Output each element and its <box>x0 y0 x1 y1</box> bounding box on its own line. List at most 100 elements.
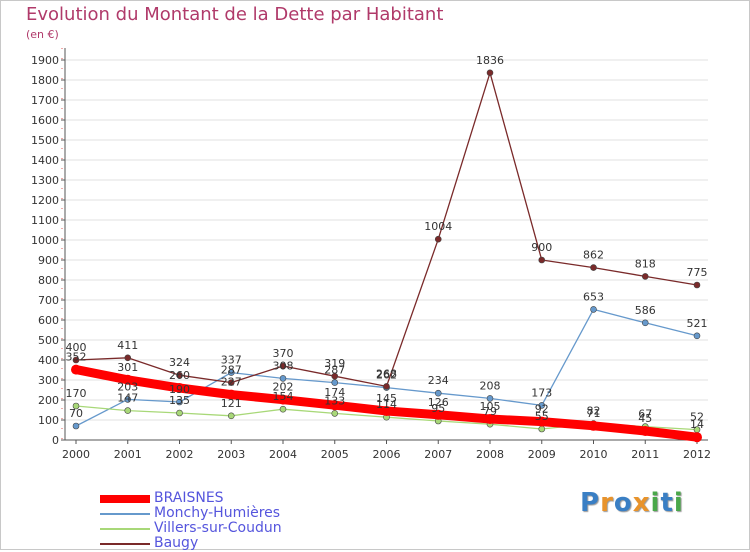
data-point <box>590 264 597 271</box>
y-tick-label: 200 <box>38 394 59 407</box>
data-point <box>434 389 442 397</box>
data-point <box>383 383 390 390</box>
legend-label: Villers-sur-Coudun <box>154 520 282 536</box>
y-tick-label: 0 <box>52 434 59 447</box>
y-tick-label: 800 <box>38 274 59 287</box>
data-label: 352 <box>66 351 87 364</box>
data-label: 260 <box>169 369 190 382</box>
data-label: 287 <box>324 364 345 377</box>
data-point <box>174 383 185 393</box>
data-label: 145 <box>376 392 397 405</box>
data-label: 862 <box>583 249 604 262</box>
y-tick-label: 100 <box>38 414 59 427</box>
data-point <box>71 364 81 375</box>
x-tick-label: 2012 <box>683 448 711 461</box>
legend-label: Monchy-Humières <box>154 505 281 521</box>
data-label: 411 <box>117 339 138 352</box>
data-label: 268 <box>376 367 397 380</box>
legend-label: BRAISNES <box>154 490 224 506</box>
data-label: 14 <box>690 418 704 431</box>
data-point <box>72 422 80 430</box>
data-point <box>692 432 702 443</box>
data-label: 400 <box>66 341 87 354</box>
data-label: 92 <box>535 403 549 416</box>
data-point <box>227 379 235 386</box>
data-point <box>176 409 183 417</box>
data-point <box>122 374 133 385</box>
data-label: 653 <box>583 290 604 303</box>
data-point <box>331 379 339 386</box>
y-tick-label: 500 <box>38 334 59 347</box>
data-point <box>279 362 287 370</box>
data-point <box>279 405 287 413</box>
data-label: 105 <box>480 400 501 413</box>
y-tick-label: 1300 <box>31 174 59 187</box>
y-tick-label: 1200 <box>31 194 59 207</box>
y-tick-label: 1400 <box>31 154 59 167</box>
data-point <box>588 420 599 431</box>
data-point <box>124 354 132 362</box>
data-label: 170 <box>66 387 87 400</box>
data-point <box>434 235 442 243</box>
data-label: 1836 <box>476 54 504 67</box>
x-tick-label: 2010 <box>580 448 608 461</box>
data-point <box>72 356 80 364</box>
legend-swatch <box>100 528 150 530</box>
data-label: 208 <box>480 379 501 392</box>
x-tick-label: 2009 <box>528 448 556 461</box>
x-tick-label: 2008 <box>476 448 504 461</box>
y-tick-label: 300 <box>38 374 59 387</box>
data-point <box>641 319 649 327</box>
data-label: 818 <box>635 257 656 270</box>
data-point <box>227 412 235 420</box>
legend-swatch <box>100 495 150 503</box>
y-tick-label: 1600 <box>31 114 59 127</box>
y-tick-label: 900 <box>38 254 59 267</box>
data-point <box>278 394 288 405</box>
data-point <box>279 375 287 382</box>
data-point <box>433 409 444 420</box>
data-point <box>176 398 183 406</box>
data-point <box>485 414 495 424</box>
y-tick-label: 700 <box>38 294 59 307</box>
data-label: 586 <box>635 304 656 317</box>
data-label: 1004 <box>424 220 452 233</box>
y-tick-label: 400 <box>38 354 59 367</box>
data-point <box>693 332 701 340</box>
data-point <box>226 389 237 400</box>
data-label: 521 <box>687 317 708 330</box>
data-point <box>331 372 339 380</box>
x-tick-label: 2001 <box>114 448 142 461</box>
data-label: 135 <box>169 394 190 407</box>
data-point <box>227 369 235 376</box>
data-label: 95 <box>431 402 445 415</box>
data-label: 227 <box>221 376 242 389</box>
data-point <box>693 281 701 289</box>
data-label: 337 <box>221 354 242 367</box>
y-tick-label: 1700 <box>31 94 59 107</box>
data-point <box>641 273 649 280</box>
data-label: 234 <box>428 374 449 387</box>
data-point <box>538 402 546 409</box>
y-tick-label: 1900 <box>31 54 59 67</box>
data-label: 190 <box>169 383 190 396</box>
data-label: 324 <box>169 356 190 369</box>
data-label: 82 <box>587 405 601 418</box>
data-point <box>381 406 392 416</box>
data-point <box>329 400 340 411</box>
y-tick-label: 1100 <box>31 214 59 227</box>
data-label: 301 <box>117 361 138 374</box>
x-tick-label: 2007 <box>424 448 452 461</box>
data-point <box>124 396 132 403</box>
data-label: 114 <box>376 398 397 411</box>
data-label: 775 <box>687 266 708 279</box>
data-point <box>536 416 547 427</box>
data-label: 308 <box>273 359 294 372</box>
x-tick-label: 2005 <box>321 448 349 461</box>
legend-swatch <box>100 543 150 545</box>
data-label: 52 <box>690 411 704 424</box>
data-label: 370 <box>273 347 294 360</box>
data-point <box>486 69 494 77</box>
data-label: 121 <box>221 397 242 410</box>
data-label: 126 <box>428 396 449 409</box>
